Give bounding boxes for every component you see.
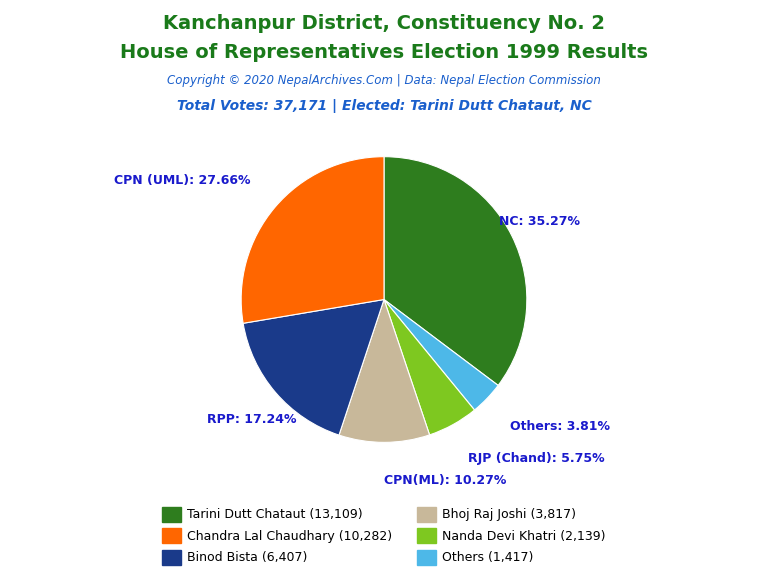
Wedge shape xyxy=(384,157,527,385)
Wedge shape xyxy=(339,300,429,442)
Text: Total Votes: 37,171 | Elected: Tarini Dutt Chataut, NC: Total Votes: 37,171 | Elected: Tarini Du… xyxy=(177,99,591,113)
Legend: Tarini Dutt Chataut (13,109), Chandra Lal Chaudhary (10,282), Binod Bista (6,407: Tarini Dutt Chataut (13,109), Chandra La… xyxy=(157,502,611,570)
Text: Others: 3.81%: Others: 3.81% xyxy=(510,420,610,433)
Text: Copyright © 2020 NepalArchives.Com | Data: Nepal Election Commission: Copyright © 2020 NepalArchives.Com | Dat… xyxy=(167,74,601,87)
Wedge shape xyxy=(384,300,475,435)
Text: Kanchanpur District, Constituency No. 2: Kanchanpur District, Constituency No. 2 xyxy=(163,14,605,33)
Wedge shape xyxy=(241,157,384,323)
Text: RPP: 17.24%: RPP: 17.24% xyxy=(207,413,296,426)
Wedge shape xyxy=(243,300,384,435)
Text: NC: 35.27%: NC: 35.27% xyxy=(499,215,581,228)
Text: RJP (Chand): 5.75%: RJP (Chand): 5.75% xyxy=(468,452,605,465)
Text: House of Representatives Election 1999 Results: House of Representatives Election 1999 R… xyxy=(120,43,648,62)
Wedge shape xyxy=(384,300,498,410)
Text: CPN (UML): 27.66%: CPN (UML): 27.66% xyxy=(114,174,251,187)
Text: CPN(ML): 10.27%: CPN(ML): 10.27% xyxy=(384,474,507,487)
